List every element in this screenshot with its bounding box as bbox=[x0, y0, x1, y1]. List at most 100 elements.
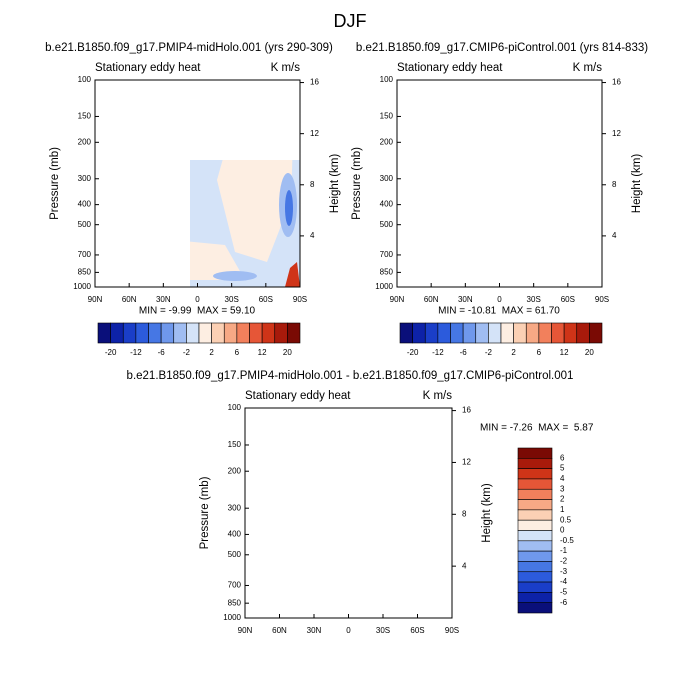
contour-field bbox=[190, 160, 300, 287]
colorbar-label: -5 bbox=[560, 587, 568, 596]
colorbar-box bbox=[517, 488, 553, 500]
contour-field bbox=[397, 80, 602, 287]
colorbar-label: 6 bbox=[537, 348, 542, 357]
x-tick-label: 60N bbox=[424, 295, 439, 304]
colorbar-label: -2 bbox=[183, 348, 191, 357]
panel-title: b.e21.B1850.f09_g17.CMIP6-piControl.001 … bbox=[356, 42, 648, 54]
y-tick-label: 700 bbox=[380, 250, 394, 259]
colorbar-box bbox=[517, 519, 553, 531]
right-label: K m/s bbox=[423, 390, 453, 402]
x-tick-label: 90S bbox=[445, 626, 459, 635]
y2-tick-label: 8 bbox=[612, 180, 617, 189]
colorbar-box bbox=[148, 322, 162, 344]
colorbar-box bbox=[563, 322, 578, 344]
colorbar-box bbox=[424, 322, 439, 344]
colorbar-box bbox=[517, 581, 553, 593]
y-tick-label: 1000 bbox=[223, 613, 241, 622]
colorbar-label: 0 bbox=[560, 526, 565, 535]
colorbar-box bbox=[517, 468, 553, 480]
x-tick-label: 60N bbox=[272, 626, 287, 635]
stats: MIN = -7.26 MAX = 5.87 bbox=[480, 423, 594, 434]
y-tick-label: 200 bbox=[228, 466, 242, 475]
colorbar-box bbox=[517, 509, 553, 521]
colorbar-box bbox=[551, 322, 565, 344]
colorbar-label: -6 bbox=[560, 598, 568, 607]
colorbar-label: -20 bbox=[407, 348, 419, 357]
colorbar-box bbox=[412, 322, 426, 344]
colorbar-label: 2 bbox=[209, 348, 214, 357]
colorbar-box bbox=[160, 322, 175, 344]
colorbar-label: 0.5 bbox=[560, 515, 572, 524]
y2-tick-label: 12 bbox=[612, 129, 621, 138]
left-label: Stationary eddy heat bbox=[245, 390, 351, 402]
colorbar-label: -2 bbox=[560, 557, 568, 566]
colorbar-box bbox=[249, 322, 263, 344]
y2-tick-label: 4 bbox=[612, 231, 617, 240]
colorbar-label: 1 bbox=[560, 505, 565, 514]
x-tick-label: 30N bbox=[458, 295, 473, 304]
colorbar-box bbox=[589, 322, 603, 344]
colorbar-label: -6 bbox=[158, 348, 166, 357]
x-tick-label: 90S bbox=[595, 295, 609, 304]
y2-tick-label: 16 bbox=[310, 78, 319, 87]
y2-axis-label: Height (km) bbox=[329, 154, 341, 214]
y-tick-label: 100 bbox=[380, 75, 394, 84]
colorbar-label: 2 bbox=[560, 495, 565, 504]
x-tick-label: 30S bbox=[376, 626, 390, 635]
y-tick-label: 400 bbox=[380, 200, 394, 209]
x-tick-label: 90N bbox=[238, 626, 253, 635]
x-tick-label: 30N bbox=[156, 295, 171, 304]
colorbar-box bbox=[173, 322, 187, 344]
y-tick-label: 100 bbox=[228, 403, 242, 412]
panel-title: b.e21.B1850.f09_g17.PMIP4-midHolo.001 - … bbox=[127, 370, 574, 382]
colorbar-box bbox=[517, 540, 553, 552]
colorbar-box bbox=[211, 322, 225, 344]
colorbar-box bbox=[122, 322, 137, 344]
colorbar-label: 6 bbox=[560, 453, 565, 462]
colorbar-box bbox=[517, 458, 553, 469]
y2-tick-label: 16 bbox=[612, 78, 621, 87]
y-tick-label: 300 bbox=[380, 174, 394, 183]
y-tick-label: 100 bbox=[78, 75, 92, 84]
left-label: Stationary eddy heat bbox=[95, 62, 201, 74]
y-tick-label: 300 bbox=[228, 503, 242, 512]
x-tick-label: 90S bbox=[293, 295, 307, 304]
y2-tick-label: 16 bbox=[462, 406, 471, 415]
x-tick-label: 0 bbox=[346, 626, 351, 635]
colorbar-box bbox=[488, 322, 502, 344]
colorbar-box bbox=[186, 322, 200, 344]
colorbar-label: 6 bbox=[235, 348, 240, 357]
stats: MIN = -10.81 MAX = 61.70 bbox=[438, 306, 560, 317]
plot-frame bbox=[396, 79, 603, 288]
colorbar-box bbox=[223, 322, 238, 344]
colorbar-label: 20 bbox=[283, 348, 292, 357]
right-label: K m/s bbox=[573, 62, 603, 74]
colorbar-label: -0.5 bbox=[560, 536, 574, 545]
colorbar-box bbox=[500, 322, 514, 344]
y-axis-label: Pressure (mb) bbox=[199, 476, 211, 549]
y-tick-label: 850 bbox=[228, 598, 242, 607]
colorbar-box bbox=[399, 322, 413, 344]
colorbar-label: -12 bbox=[130, 348, 142, 357]
x-tick-label: 90N bbox=[390, 295, 405, 304]
colorbar-label: 4 bbox=[560, 474, 565, 483]
colorbar-box bbox=[517, 592, 553, 603]
y-tick-label: 150 bbox=[228, 440, 242, 449]
colorbar-box bbox=[513, 322, 527, 344]
colorbar-label: -2 bbox=[485, 348, 493, 357]
colorbar-label: -20 bbox=[105, 348, 117, 357]
colorbar-box bbox=[517, 447, 553, 459]
panel-title: b.e21.B1850.f09_g17.PMIP4-midHolo.001 (y… bbox=[45, 42, 333, 54]
y2-tick-label: 8 bbox=[310, 180, 315, 189]
figure-title: DJF bbox=[334, 11, 367, 31]
x-tick-label: 60S bbox=[259, 295, 273, 304]
right-label: K m/s bbox=[271, 62, 301, 74]
colorbar-label: -1 bbox=[560, 546, 568, 555]
y-axis-label: Pressure (mb) bbox=[351, 147, 363, 220]
x-tick-label: 60N bbox=[122, 295, 137, 304]
colorbar-box bbox=[261, 322, 276, 344]
x-tick-label: 60S bbox=[561, 295, 575, 304]
y-tick-label: 400 bbox=[228, 530, 242, 539]
colorbar-box bbox=[287, 322, 301, 344]
y-tick-label: 1000 bbox=[73, 282, 91, 291]
